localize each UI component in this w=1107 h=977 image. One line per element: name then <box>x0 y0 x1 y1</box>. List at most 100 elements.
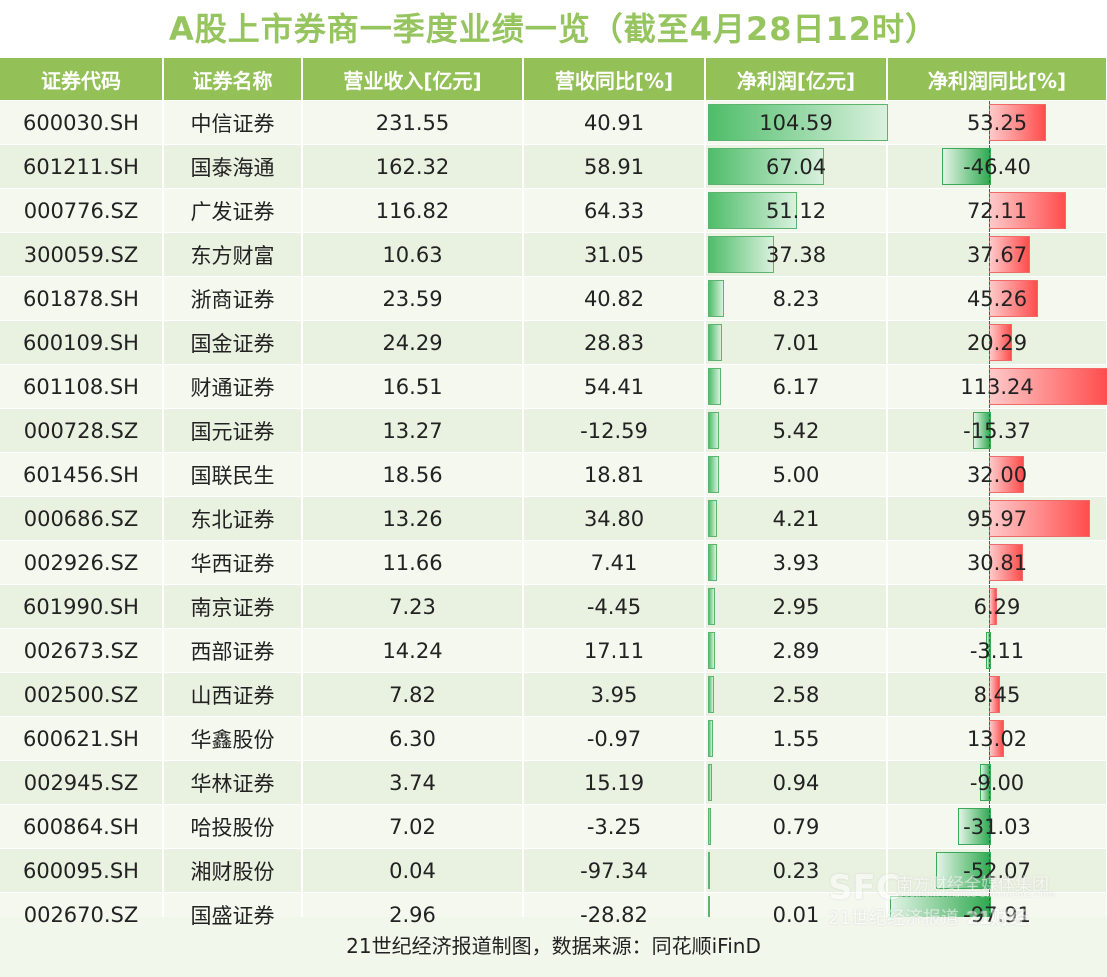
cell-value: 国元证券 <box>190 419 275 444</box>
table-row: 002945.SZ 华林证券 3.74 15.19 0.94 -9.00 <box>0 760 1107 805</box>
cell-value: -46.40 <box>963 154 1031 179</box>
cell-code: 300059.SZ <box>0 232 164 277</box>
table-row: 600621.SH 华鑫股份 6.30 -0.97 1.55 13.02 <box>0 716 1107 761</box>
cell-name: 东北证券 <box>163 496 303 541</box>
cell-net-profit-yoy: 13.02 <box>887 716 1107 761</box>
net-profit-yoy-bar <box>989 456 1025 493</box>
cell-value: 哈投股份 <box>190 815 275 840</box>
cell-value: 162.32 <box>375 154 450 179</box>
cell-name: 财通证券 <box>163 364 303 409</box>
cell-name: 国泰海通 <box>163 144 303 189</box>
cell-net-profit-yoy: -15.37 <box>887 408 1107 453</box>
zero-axis-line <box>989 321 990 364</box>
cell-value: 3.93 <box>772 550 820 575</box>
cell-value: 002945.SZ <box>23 770 139 795</box>
cell-name: 哈投股份 <box>163 804 303 849</box>
cell-value: 67.04 <box>765 154 827 179</box>
cell-net-profit-yoy: 45.26 <box>887 276 1107 321</box>
cell-net-profit-yoy: 53.25 <box>887 100 1107 145</box>
net-profit-bar <box>708 456 719 493</box>
cell-revenue: 24.29 <box>302 320 524 365</box>
cell-value: -0.97 <box>586 726 642 751</box>
net-profit-yoy-bar <box>989 280 1038 317</box>
net-profit-bar <box>708 500 718 537</box>
cell-net-profit: 67.04 <box>705 144 888 189</box>
cell-net-profit: 104.59 <box>705 100 888 145</box>
cell-revenue-yoy: 54.41 <box>523 364 706 409</box>
cell-net-profit-yoy: 6.29 <box>887 584 1107 629</box>
zero-axis-line <box>989 761 990 804</box>
cell-value: 0.04 <box>389 858 436 883</box>
cell-value: 51.12 <box>765 198 827 223</box>
cell-name: 国金证券 <box>163 320 303 365</box>
cell-value: 23.59 <box>382 286 443 311</box>
cell-revenue: 6.30 <box>302 716 524 761</box>
cell-value: 45.26 <box>966 286 1028 311</box>
cell-revenue-yoy: -3.25 <box>523 804 706 849</box>
cell-value: 8.23 <box>772 286 820 311</box>
cell-revenue-yoy: 7.41 <box>523 540 706 585</box>
cell-value: 601990.SH <box>23 594 139 619</box>
cell-name: 东方财富 <box>163 232 303 277</box>
cell-value: -9.00 <box>969 770 1025 795</box>
cell-net-profit: 6.17 <box>705 364 888 409</box>
cell-net-profit-yoy: -9.00 <box>887 760 1107 805</box>
cell-net-profit-yoy: -31.03 <box>887 804 1107 849</box>
cell-value: 西部证券 <box>190 639 275 664</box>
cell-revenue-yoy: 31.05 <box>523 232 706 277</box>
cell-value: -4.45 <box>586 594 642 619</box>
cell-value: 116.82 <box>375 198 450 223</box>
cell-value: 002926.SZ <box>23 550 139 575</box>
cell-revenue-yoy: -12.59 <box>523 408 706 453</box>
net-profit-bar <box>708 148 825 185</box>
cell-value: -97.91 <box>963 902 1031 927</box>
cell-net-profit: 37.38 <box>705 232 888 277</box>
cell-value: 601878.SH <box>23 286 139 311</box>
cell-value: 7.41 <box>590 550 638 575</box>
cell-value: 13.26 <box>382 506 443 531</box>
table-row: 000686.SZ 东北证券 13.26 34.80 4.21 95.97 <box>0 496 1107 541</box>
cell-code: 601878.SH <box>0 276 164 321</box>
cell-value: 104.59 <box>759 110 833 135</box>
cell-value: 2.89 <box>772 638 820 663</box>
zero-axis-line <box>989 805 990 848</box>
cell-value: 6.17 <box>772 374 820 399</box>
cell-revenue-yoy: 18.81 <box>523 452 706 497</box>
cell-net-profit: 51.12 <box>705 188 888 233</box>
net-profit-bar <box>708 236 774 273</box>
cell-value: 40.82 <box>583 286 645 311</box>
zero-axis-line <box>989 453 990 496</box>
cell-net-profit-yoy: -3.11 <box>887 628 1107 673</box>
net-profit-bar <box>708 192 797 229</box>
cell-value: -97.34 <box>580 858 648 883</box>
zero-axis-line <box>989 409 990 452</box>
zero-axis-line <box>989 233 990 276</box>
cell-revenue-yoy: 34.80 <box>523 496 706 541</box>
cell-value: 28.83 <box>583 330 645 355</box>
cell-revenue-yoy: 58.91 <box>523 144 706 189</box>
cell-name: 国联民生 <box>163 452 303 497</box>
cell-name: 南京证券 <box>163 584 303 629</box>
header-code: 证券代码 <box>0 58 164 101</box>
cell-net-profit: 0.79 <box>705 804 888 849</box>
cell-revenue-yoy: 17.11 <box>523 628 706 673</box>
net-profit-yoy-bar <box>973 412 991 449</box>
cell-revenue: 11.66 <box>302 540 524 585</box>
cell-value: 16.51 <box>382 374 443 399</box>
zero-axis-line <box>989 893 990 936</box>
cell-net-profit-yoy: -52.07 <box>887 848 1107 893</box>
table-row: 600095.SH 湘财股份 0.04 -97.34 0.23 -52.07 <box>0 848 1107 893</box>
cell-net-profit: 4.21 <box>705 496 888 541</box>
table-row: 002673.SZ 西部证券 14.24 17.11 2.89 -3.11 <box>0 628 1107 673</box>
cell-value: 000686.SZ <box>23 506 139 531</box>
cell-value: 17.11 <box>583 638 645 663</box>
cell-name: 中信证券 <box>163 100 303 145</box>
table-row: 300059.SZ 东方财富 10.63 31.05 37.38 37.67 <box>0 232 1107 277</box>
cell-value: 中信证券 <box>190 111 275 136</box>
cell-value: 4.21 <box>772 506 820 531</box>
header-row: 证券代码 证券名称 营业收入[亿元] 营收同比[%] 净利润[亿元] 净利润同比… <box>0 58 1107 101</box>
net-profit-yoy-bar <box>989 368 1107 405</box>
cell-value: 7.82 <box>389 682 436 707</box>
cell-value: 18.56 <box>382 462 443 487</box>
